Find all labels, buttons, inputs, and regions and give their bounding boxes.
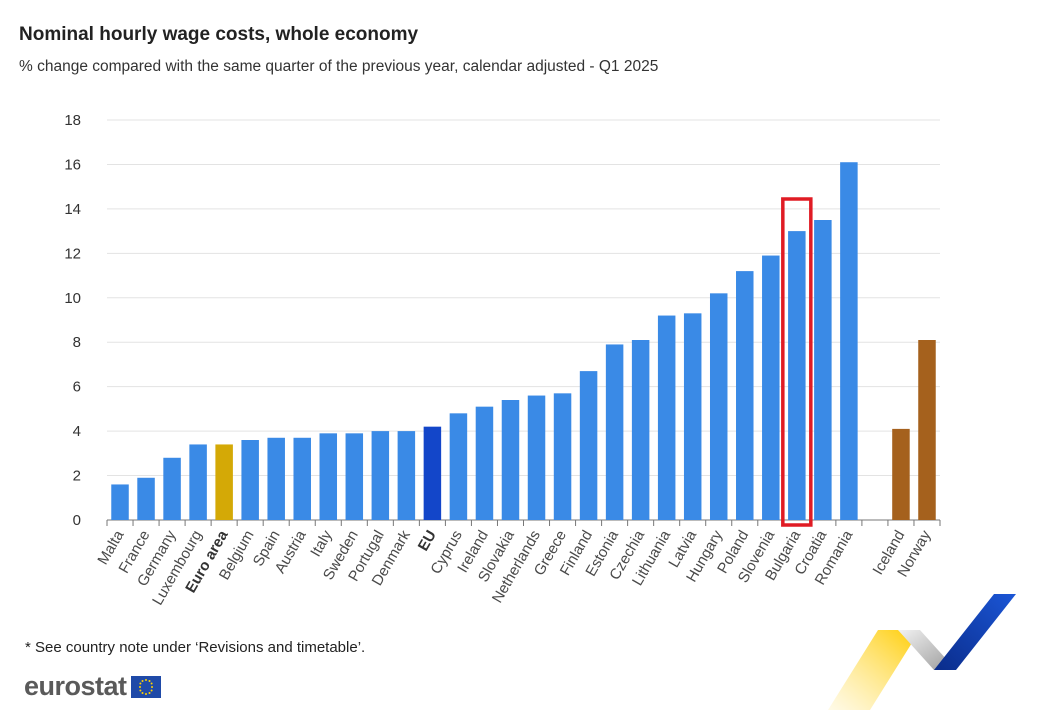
y-tick-label: 0 xyxy=(73,512,81,529)
bars xyxy=(111,162,936,521)
bar-hungary[interactable] xyxy=(709,293,728,520)
bar-spain[interactable] xyxy=(267,437,285,520)
bar-estonia[interactable] xyxy=(605,344,624,520)
y-tick-label: 12 xyxy=(64,245,81,262)
bar-finland[interactable] xyxy=(579,371,598,520)
y-tick-label: 10 xyxy=(64,290,81,307)
bar-lithuania[interactable] xyxy=(657,315,676,520)
bar-czechia[interactable] xyxy=(631,340,650,520)
bar-greece[interactable] xyxy=(553,393,572,520)
bar-norway[interactable] xyxy=(918,340,936,520)
bar-austria[interactable] xyxy=(293,437,311,520)
chart-subtitle: % change compared with the same quarter … xyxy=(19,58,659,75)
footnote: * See country note under ‘Revisions and … xyxy=(25,639,366,656)
bar-malta[interactable] xyxy=(111,484,129,520)
bar-slovakia[interactable] xyxy=(501,400,520,520)
y-tick-label: 8 xyxy=(73,334,81,351)
bar-germany[interactable] xyxy=(163,457,181,520)
bar-italy[interactable] xyxy=(319,433,338,520)
y-tick-label: 16 xyxy=(64,156,81,173)
bar-bulgaria[interactable] xyxy=(788,231,806,520)
y-tick-label: 18 xyxy=(64,112,81,129)
bar-chart: 0 2 4 6 8 10 12 14 16 18 MaltaFranceGermanyLuxemb… xyxy=(64,112,941,608)
bar-portugal[interactable] xyxy=(371,431,390,520)
bar-france[interactable] xyxy=(137,477,155,520)
bar-denmark[interactable] xyxy=(397,431,416,520)
bar-eu[interactable] xyxy=(423,426,442,520)
bar-latvia[interactable] xyxy=(683,313,702,520)
bar-slovenia[interactable] xyxy=(762,255,780,521)
bar-sweden[interactable] xyxy=(345,433,364,520)
bar-luxembourg[interactable] xyxy=(189,444,207,520)
bar-romania[interactable] xyxy=(840,162,858,520)
y-tick-label: 2 xyxy=(73,468,81,485)
decorative-chevron-graphic xyxy=(828,594,1016,710)
x-tick-label: EU xyxy=(415,528,440,555)
eu-flag-icon xyxy=(130,675,161,698)
y-tick-label: 6 xyxy=(73,379,81,396)
brand-name: eurostat xyxy=(24,671,127,701)
highlight-box xyxy=(781,197,813,527)
y-axis-ticks: 0 2 4 6 8 10 12 14 16 18 xyxy=(64,112,81,529)
bar-cyprus[interactable] xyxy=(449,413,468,520)
bar-euro-area[interactable] xyxy=(215,444,233,520)
bar-poland[interactable] xyxy=(736,271,754,520)
bar-iceland[interactable] xyxy=(892,428,910,520)
bar-belgium[interactable] xyxy=(241,440,259,520)
chart-title: Nominal hourly wage costs, whole economy xyxy=(19,24,419,45)
bar-ireland[interactable] xyxy=(475,406,494,520)
bar-netherlands[interactable] xyxy=(527,395,546,520)
bar-croatia[interactable] xyxy=(814,220,832,520)
y-tick-label: 4 xyxy=(73,423,81,440)
eurostat-logo: eurostat xyxy=(24,671,161,702)
highlight-overlay xyxy=(781,197,813,527)
y-tick-label: 14 xyxy=(64,201,81,218)
